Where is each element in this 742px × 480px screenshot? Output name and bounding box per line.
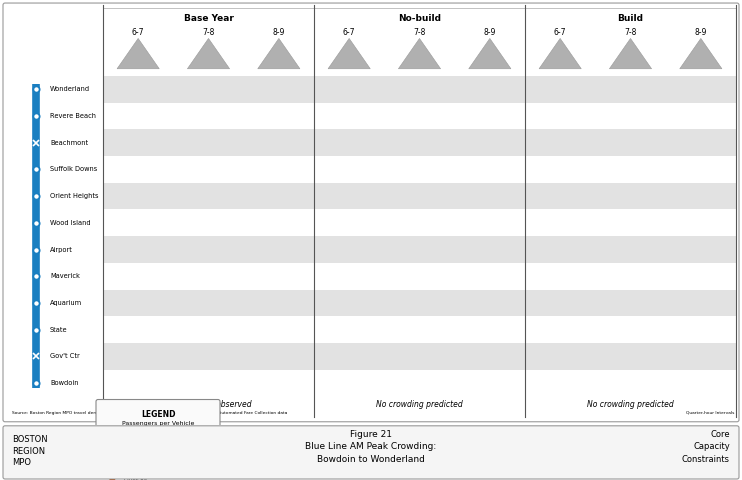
Text: 7-8: 7-8 [413, 28, 426, 37]
Text: ♟: ♟ [108, 451, 116, 461]
Text: Quarter-hour Intervals: Quarter-hour Intervals [686, 411, 734, 415]
Text: BOSTON
REGION
MPO: BOSTON REGION MPO [12, 435, 47, 468]
Text: 7-8: 7-8 [203, 28, 214, 37]
Text: Wood Island: Wood Island [50, 220, 91, 226]
Text: No-build: No-build [398, 14, 441, 23]
Text: Unacceptable
Over 85: Unacceptable Over 85 [124, 472, 165, 480]
Text: Wonderland: Wonderland [50, 86, 90, 92]
Text: 6-7: 6-7 [554, 28, 566, 37]
Text: Bowdoin: Bowdoin [50, 380, 79, 386]
Text: Core
Capacity
Constraints: Core Capacity Constraints [682, 430, 730, 464]
Text: Beachmont: Beachmont [50, 140, 88, 145]
Bar [103, 289, 736, 316]
Text: 8-9: 8-9 [272, 28, 285, 37]
Text: No crowding observed: No crowding observed [165, 400, 252, 409]
Text: No crowding predicted: No crowding predicted [376, 400, 463, 409]
Text: No crowding predicted: No crowding predicted [587, 400, 674, 409]
Text: ♟: ♟ [108, 472, 116, 480]
Polygon shape [609, 38, 651, 69]
FancyBboxPatch shape [3, 3, 739, 422]
Text: State: State [50, 327, 68, 333]
Polygon shape [328, 38, 370, 69]
Polygon shape [188, 38, 229, 69]
Text: Passengers per Vehicle: Passengers per Vehicle [122, 421, 194, 426]
Text: 6-7: 6-7 [343, 28, 355, 37]
Polygon shape [398, 38, 441, 69]
Text: Aquarium: Aquarium [50, 300, 82, 306]
Polygon shape [539, 38, 581, 69]
Text: Maverick: Maverick [50, 273, 80, 279]
Text: Suffolk Downs: Suffolk Downs [50, 167, 97, 172]
Text: Gov't Ctr: Gov't Ctr [50, 353, 79, 360]
Text: Figure 21
Blue Line AM Peak Crowding:
Bowdoin to Wonderland: Figure 21 Blue Line AM Peak Crowding: Bo… [306, 430, 436, 464]
Bar [103, 129, 736, 156]
Text: Base Year: Base Year [183, 14, 234, 23]
Polygon shape [117, 38, 160, 69]
Bar [103, 343, 736, 370]
Bar [103, 183, 736, 209]
Text: 6-7: 6-7 [132, 28, 145, 37]
Text: 8-9: 8-9 [484, 28, 496, 37]
Bar [103, 76, 736, 103]
Polygon shape [257, 38, 300, 69]
Text: Source: Boston Region MPO travel demand model and MBTA Automated Passenger Count: Source: Boston Region MPO travel demand … [12, 411, 287, 415]
Text: LEGEND: LEGEND [141, 409, 175, 419]
Text: 8-9: 8-9 [695, 28, 707, 37]
Text: 7-8: 7-8 [624, 28, 637, 37]
Text: Overburdened
70 to 75: Overburdened 70 to 75 [124, 426, 167, 437]
Text: Build: Build [617, 14, 643, 23]
Text: Airport: Airport [50, 247, 73, 252]
Text: Overcrowded
76 to 85: Overcrowded 76 to 85 [124, 451, 163, 462]
Text: Revere Beach: Revere Beach [50, 113, 96, 119]
Polygon shape [469, 38, 511, 69]
FancyBboxPatch shape [96, 399, 220, 480]
Text: ♟: ♟ [108, 427, 116, 437]
Text: Orient Heights: Orient Heights [50, 193, 99, 199]
Bar [103, 236, 736, 263]
Polygon shape [680, 38, 722, 69]
FancyBboxPatch shape [3, 426, 739, 479]
